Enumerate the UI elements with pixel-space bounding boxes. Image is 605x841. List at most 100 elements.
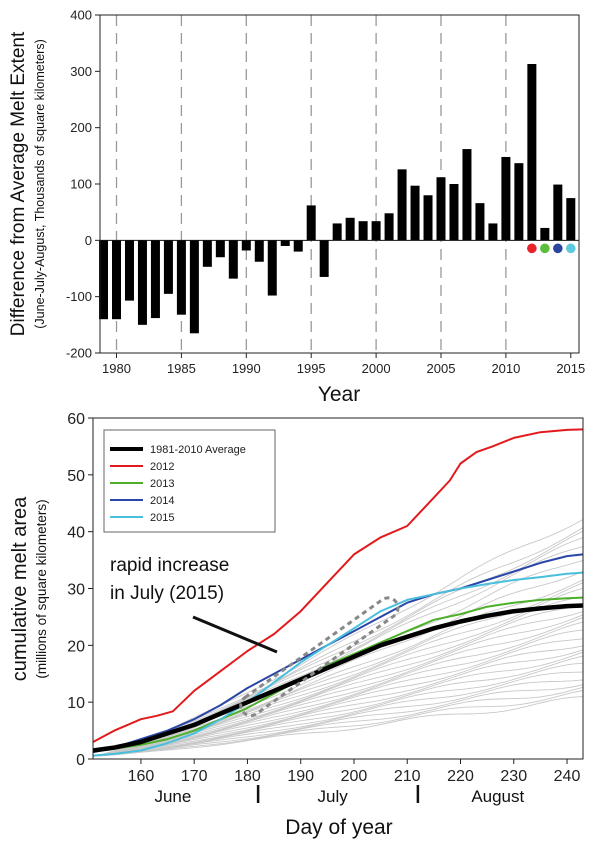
bar-1993 [280,240,290,246]
xtick2-label-200: 200 [341,768,368,785]
ytick2-label-10: 10 [67,695,85,712]
bar-1982 [137,240,147,325]
bar-1995 [306,205,316,241]
xtick-label-1995: 1995 [297,361,326,376]
y-axis-label: Difference from Average Melt Extent [8,31,29,336]
background-year-line [92,616,584,757]
month-label-July: July [318,787,349,806]
ytick-label-100: 100 [70,177,92,192]
bar-1994 [293,240,303,252]
xtick2-label-240: 240 [554,768,581,785]
ytick2-label-30: 30 [67,582,85,599]
bar-1998 [345,217,355,241]
bar-1989 [228,240,238,279]
bar-1983 [150,240,160,319]
xtick-label-1985: 1985 [167,361,196,376]
annotation-line-1: rapid increase [110,555,229,576]
xtick-label-1990: 1990 [232,361,261,376]
bar-2003 [410,185,420,241]
background-year-line [92,655,584,757]
bar-1999 [358,221,368,241]
bars [99,64,579,334]
background-year-line [92,651,584,757]
bar-2002 [397,169,407,241]
bar-1997 [332,223,342,241]
bar-1979 [99,240,109,320]
bar-2004 [423,195,433,241]
xtick-label-2015: 2015 [556,361,585,376]
year-markers [527,243,576,254]
x-axis-label-2: Day of year [285,816,392,839]
ytick-label-400: 400 [70,8,92,23]
annotation-arrow [192,615,278,654]
x-axis-ticks: 1980 1985 1990 1995 2000 2005 2010 2015 [102,353,585,376]
bar-2014 [553,184,563,241]
cumulative-melt-line-chart: rapid increase in July (2015) 1981-2010 … [9,411,584,839]
xtick2-label-160: 160 [128,768,155,785]
bar-2005 [436,177,446,241]
month-label-August: August [471,787,524,806]
ytick2-label-40: 40 [67,525,85,542]
marker-2014 [553,243,563,254]
ytick2-label-20: 20 [67,638,85,655]
legend-label-2012: 2012 [150,461,174,473]
ytick2-label-60: 60 [67,411,85,428]
bar-2010 [501,156,511,241]
bar-2007 [462,149,472,241]
xtick-label-2005: 2005 [427,361,456,376]
bar-1996 [319,240,329,277]
bar-1986 [189,240,199,334]
marker-2013 [540,243,550,254]
bar-1984 [163,240,173,294]
bar-2009 [488,223,498,241]
xtick-label-2000: 2000 [362,361,391,376]
legend-label-1981-2010 Average: 1981-2010 Average [150,444,246,456]
xtick-label-1980: 1980 [102,361,131,376]
bar-1991 [254,240,264,262]
xtick2-label-210: 210 [394,768,421,785]
background-year-line [92,662,584,757]
ytick-label--100: -100 [66,289,92,304]
x-axis-ticks-2: 160 170 180 190 200 210 220 230 240 [128,759,581,785]
bar-1990 [241,240,251,251]
bar-2011 [514,163,524,241]
series-line-2015 [92,571,584,757]
bar-1987 [202,240,212,267]
ytick-label-200: 200 [70,120,92,135]
background-year-line [92,579,584,757]
series-line-1981-2010 Average [92,603,584,753]
bar-2015 [566,198,576,241]
series-line-2014 [92,553,584,754]
y-axis-ticks: -200 -100 0 100 200 300 400 [66,8,100,361]
background-year-line [92,696,584,757]
highlight-ellipse [239,596,400,718]
bar-2006 [449,184,459,241]
series-line-2012 [92,428,584,743]
year-gridlines [115,15,507,353]
legend-label-2013: 2013 [150,478,174,490]
background-year-line [92,690,584,757]
background-year-line [92,614,584,757]
legend-label-2015: 2015 [150,512,174,524]
background-year-line [92,582,584,757]
bar-1980 [112,240,121,320]
xtick2-label-180: 180 [234,768,261,785]
bar-1981 [124,240,134,301]
y-axis-ticks-2: 0 10 20 30 40 50 60 [67,411,93,769]
bar-2001 [384,213,394,241]
background-year-line [92,686,584,757]
xtick2-label-170: 170 [181,768,208,785]
ytick-label-300: 300 [70,64,92,79]
annotation-line-2: in July (2015) [110,583,224,604]
xtick2-label-230: 230 [500,768,527,785]
bar-2008 [475,203,485,241]
bar-2012 [527,64,537,241]
ytick-label--200: -200 [66,346,92,361]
bar-2000 [371,221,381,241]
background-year-line [92,649,584,757]
y-axis-label-2: cumulative melt area [9,496,31,681]
bar-1988 [215,240,225,258]
xtick2-label-220: 220 [447,768,474,785]
x-axis-label: Year [318,383,360,406]
